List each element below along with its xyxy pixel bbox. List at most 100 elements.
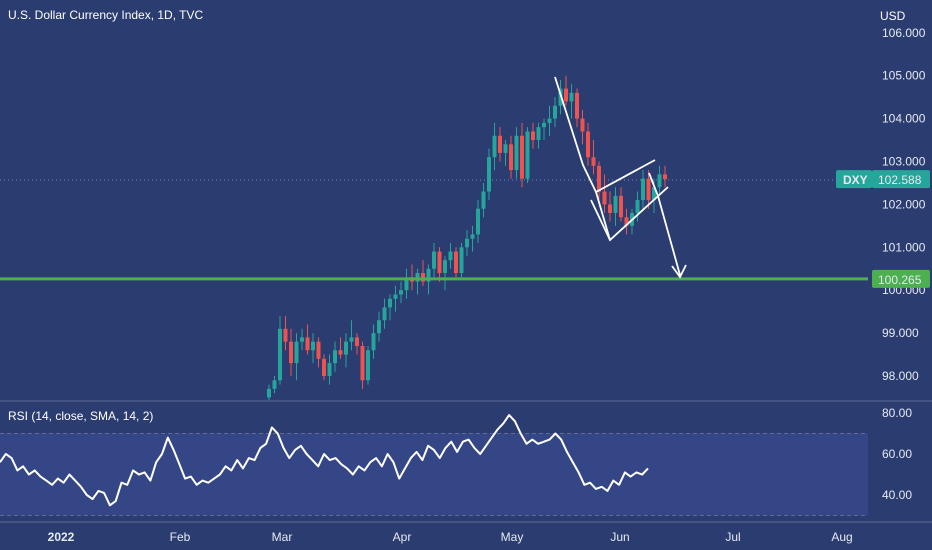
candle-body [289, 341, 293, 364]
candle-body [575, 92, 579, 119]
candle-body [476, 208, 480, 235]
candle-body [547, 118, 552, 123]
candle-body [487, 157, 491, 192]
candle-body [542, 122, 546, 128]
channel-left-line [595, 191, 611, 241]
time-axis-label: Mar [272, 530, 293, 544]
time-axis-label: Jun [610, 530, 629, 544]
candle-body [272, 380, 277, 389]
candle-body [602, 191, 607, 205]
candle-body [531, 131, 535, 141]
candle-body [338, 350, 343, 355]
candle-body [619, 195, 623, 218]
price-grid [0, 179, 932, 523]
drawings-layer [0, 76, 868, 281]
candle-body [399, 290, 403, 295]
candle-body [426, 268, 431, 282]
price-scale-label: 103.000 [882, 155, 926, 169]
candle-body [333, 350, 337, 364]
candle-body [641, 178, 645, 201]
arrow-head-icon [671, 264, 687, 279]
rsi-scale[interactable]: 80.00 60.00 40.00 [882, 406, 912, 502]
time-axis-label: May [501, 530, 524, 544]
candle-body [382, 307, 387, 321]
candles-layer [267, 75, 667, 400]
symbol-tag-label: DXY [843, 173, 868, 187]
symbol-tag [836, 170, 872, 189]
time-axis-label: Jul [725, 530, 740, 544]
candle-body [393, 294, 398, 299]
rsi-scale-label: 60.00 [882, 447, 912, 461]
candle-body [283, 328, 288, 342]
candle-body [311, 341, 315, 351]
price-scale-label: 99.000 [882, 326, 919, 340]
chart-title: U.S. Dollar Currency Index, 1D, TVC [8, 8, 204, 22]
candle-body [349, 337, 354, 342]
candle-body [481, 191, 486, 209]
last-price-label: 102.588 [878, 173, 922, 187]
candle-body [470, 234, 475, 239]
candle-body [520, 135, 524, 179]
candle-body [624, 217, 629, 226]
candle-body [454, 251, 458, 274]
support-price-tag [872, 269, 930, 288]
time-axis-label: Apr [393, 530, 412, 544]
candle-body [327, 363, 332, 376]
candle-body [360, 345, 365, 381]
currency-label: USD [880, 9, 906, 23]
candle-body [509, 144, 513, 171]
price-scale-label: 102.000 [882, 197, 926, 211]
candle-body [322, 358, 326, 376]
candle-body [652, 187, 656, 201]
candle-body [646, 178, 651, 201]
candle-body [432, 251, 436, 269]
candle-body [421, 273, 425, 282]
candle-body [657, 174, 662, 188]
price-scale-label: 101.000 [882, 240, 926, 254]
candle-body [355, 337, 359, 346]
candle-body [448, 251, 453, 261]
candle-body [344, 341, 348, 355]
candle-body [536, 127, 541, 141]
rsi-scale-label: 40.00 [882, 488, 912, 502]
candle-body [316, 341, 321, 359]
price-scale[interactable]: 106.000 105.000 104.000 103.000 102.000 101.0… [836, 26, 930, 383]
candle-body [525, 131, 530, 179]
price-scale-label: 98.000 [882, 369, 919, 383]
price-scale-label: 106.000 [882, 26, 926, 40]
candle-body [498, 135, 502, 153]
rsi-scale-label: 80.00 [882, 406, 912, 420]
support-price-label: 100.265 [878, 273, 922, 287]
candle-body [366, 350, 370, 381]
price-scale-label: 105.000 [882, 69, 926, 83]
candle-body [569, 92, 574, 102]
candle-body [580, 118, 585, 132]
candle-body [613, 195, 618, 213]
time-axis[interactable]: 2022 Feb Mar Apr May Jun Jul Aug [48, 530, 853, 544]
candle-body [663, 174, 667, 180]
time-axis-label: Aug [831, 530, 852, 544]
time-axis-label: 2022 [48, 530, 75, 544]
rsi-line [0, 414, 649, 507]
rsi-title: RSI (14, close, SMA, 14, 2) [8, 409, 154, 423]
candle-body [305, 337, 310, 351]
candle-body [503, 144, 508, 153]
time-axis-label: Feb [170, 530, 191, 544]
candle-body [371, 333, 376, 351]
candle-body [597, 165, 601, 192]
candle-body [415, 273, 420, 282]
candle-body [404, 277, 409, 291]
candle-body [465, 238, 469, 248]
candle-body [553, 105, 557, 119]
price-scale-label: 104.000 [882, 112, 926, 126]
last-price-tag [872, 170, 930, 189]
trend-drawing [554, 76, 656, 194]
candle-body [492, 135, 497, 158]
candle-body [591, 157, 596, 166]
candle-body [300, 337, 304, 342]
candle-body [294, 341, 299, 364]
candle-body [443, 260, 447, 274]
candle-body [459, 247, 464, 274]
